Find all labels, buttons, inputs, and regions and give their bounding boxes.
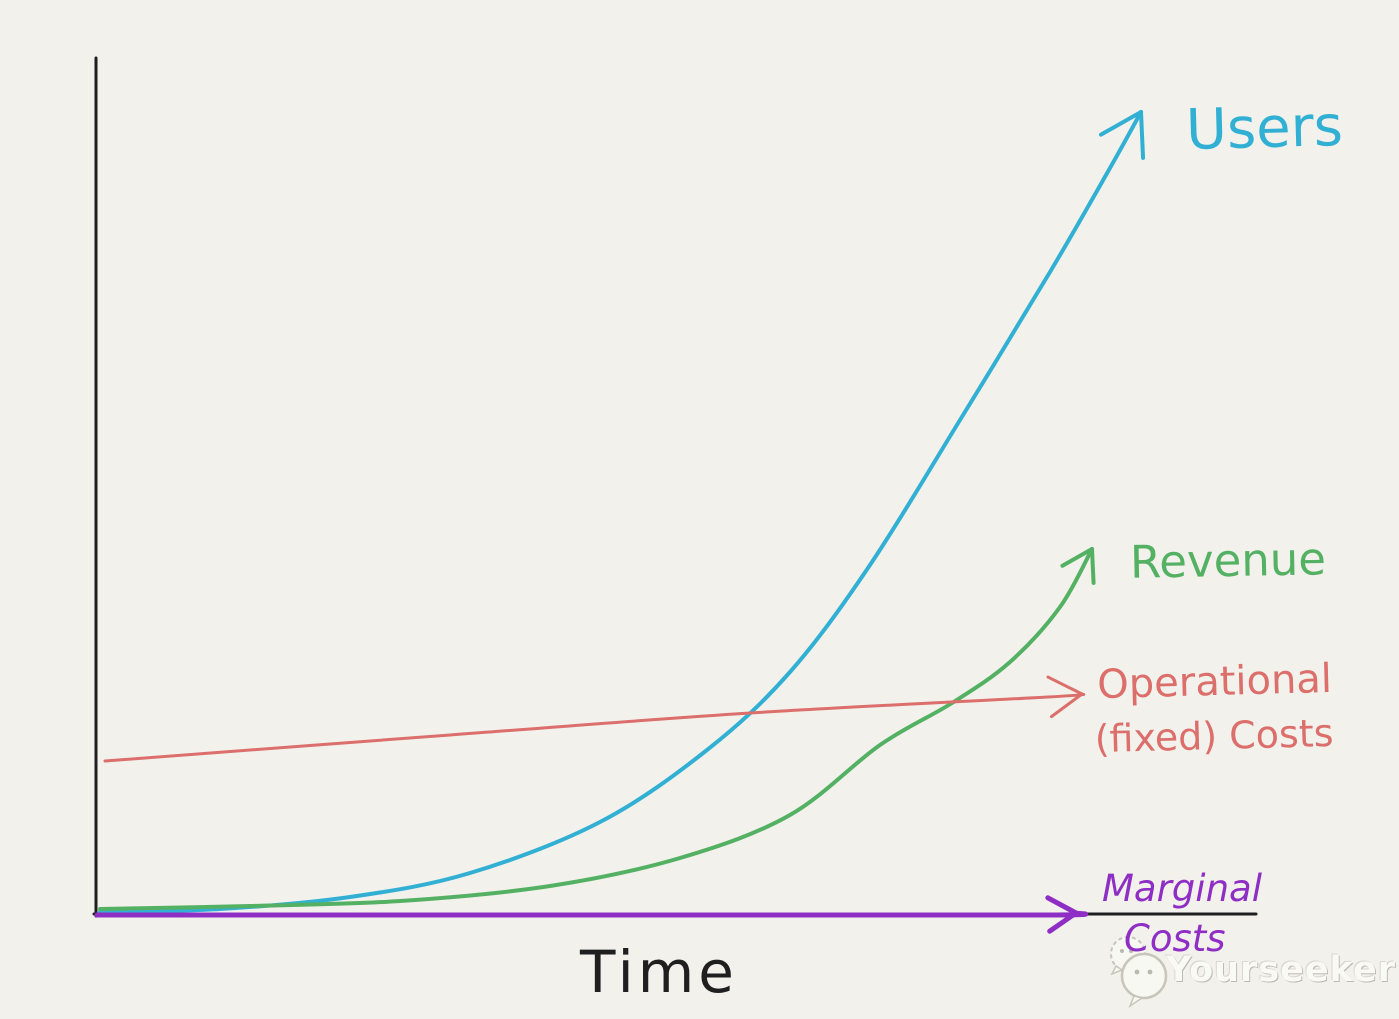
revenue-series-label: Revenue <box>1129 532 1327 589</box>
operational-fixed-costs-curve <box>103 692 1086 763</box>
operational-costs-label-line2: (fixed) Costs <box>1094 710 1335 762</box>
users-arrowhead-barb-1 <box>1139 110 1146 160</box>
revenue-arrowhead-barb-1 <box>1090 547 1096 585</box>
x-axis-label: Time <box>580 938 738 1006</box>
users-series-label: Users <box>1185 93 1344 164</box>
marginal-costs-arrowhead-barb-2 <box>1045 895 1079 916</box>
marginal-costs-series-label: Marginal Costs <box>1102 864 1262 964</box>
marginal-costs-curve <box>94 910 1088 918</box>
revenue-curve <box>98 547 1094 911</box>
users-curve <box>98 110 1143 914</box>
watermark: Yourseeker <box>1100 928 1396 1012</box>
marginal-costs-arrowhead-barb-1 <box>1047 910 1079 934</box>
operational-costs-label-line1: Operational <box>1096 655 1333 709</box>
operational-costs-series-label: Operational (fixed) Costs <box>1094 652 1335 766</box>
revenue-arrowhead-barb-2 <box>1060 547 1094 568</box>
chat-bubbles-watermark-icon <box>1110 936 1168 1008</box>
marginal-costs-label-line1: Marginal <box>1102 867 1262 910</box>
marginal-costs-label-line2: Costs <box>1124 917 1226 960</box>
operational-fixed-costs-arrowhead-barb-1 <box>1049 692 1084 719</box>
watermark-text: Yourseeker <box>1166 950 1396 990</box>
operational-fixed-costs-arrowhead-barb-2 <box>1046 675 1084 696</box>
users-arrowhead-barb-2 <box>1098 110 1143 137</box>
